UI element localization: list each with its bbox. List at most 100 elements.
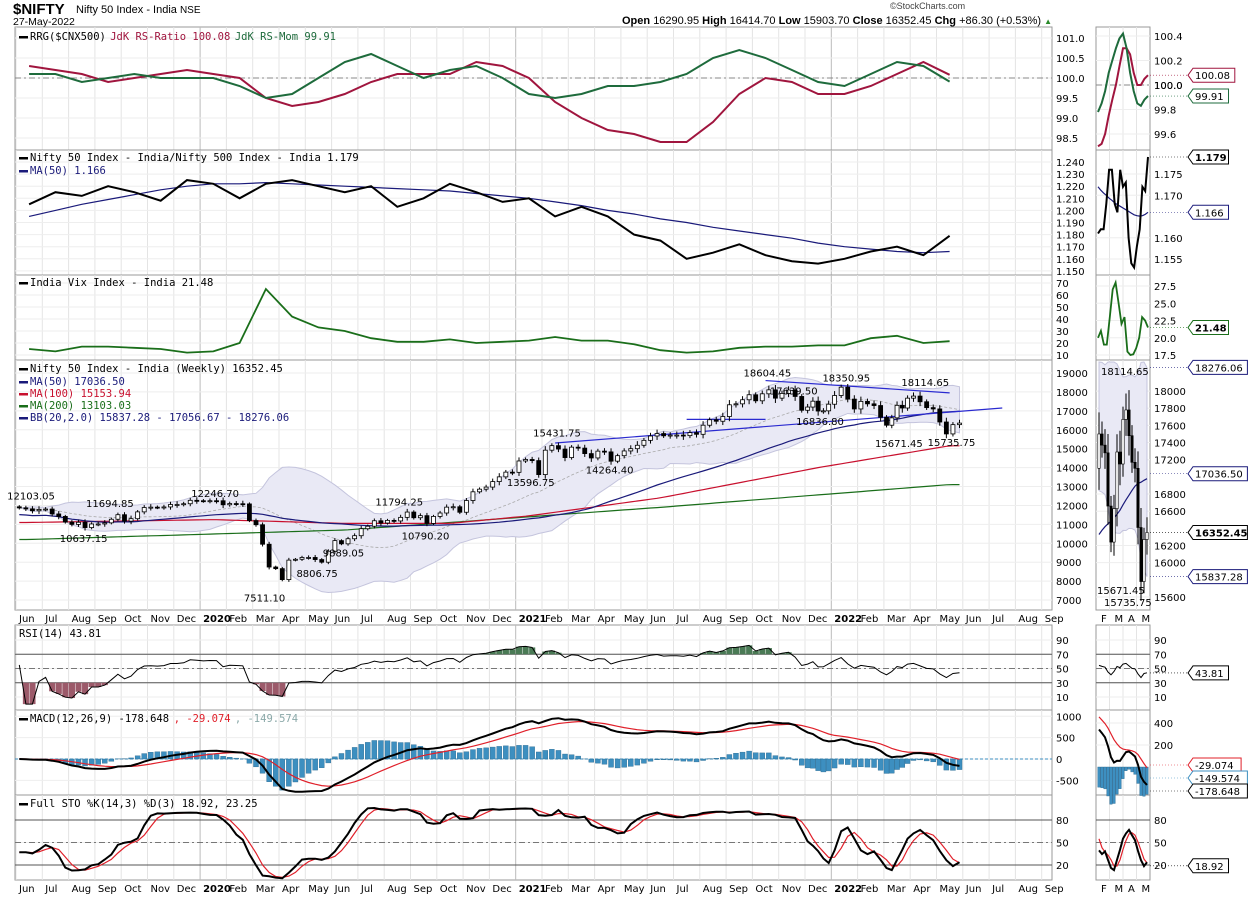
macd-histogram-bar [621, 758, 627, 768]
mini-x-axis-label: M [1142, 884, 1151, 895]
macd-histogram-bar [325, 758, 332, 764]
candle-body [556, 445, 561, 450]
ma50-line [19, 410, 960, 527]
candle-body [299, 557, 305, 560]
x-axis-label: Jun [649, 614, 666, 625]
candle [306, 555, 311, 560]
candle-body [207, 500, 213, 503]
high-value: 16414.70 [729, 15, 776, 27]
price-axis-label: 17000 [1056, 407, 1088, 418]
legend-swatch [19, 36, 28, 39]
rsi-oversold-fill [82, 682, 89, 695]
macd-histogram-bar [595, 758, 601, 764]
macd-histogram-bar [956, 758, 963, 770]
candle-body [16, 506, 22, 509]
candle [483, 484, 489, 492]
mini-ratio-line [1097, 156, 1149, 271]
candle [273, 565, 279, 571]
close-tag-box [1187, 524, 1248, 540]
candle-body [865, 400, 870, 405]
candle-body [773, 389, 778, 399]
candle [821, 408, 826, 414]
candle [779, 390, 785, 402]
candle [358, 525, 364, 539]
candle [95, 521, 101, 527]
x-axis-label: Mar [571, 884, 591, 895]
mini-macd-histogram-bar [1118, 766, 1122, 789]
candle [911, 392, 916, 402]
macd-histogram-bar [273, 758, 279, 787]
candle [345, 536, 351, 546]
candle [122, 512, 127, 524]
ratio-mini-axis-label: 1.170 [1154, 191, 1183, 202]
rsi-oversold-fill [266, 682, 273, 695]
candle [753, 392, 759, 404]
candle-body [957, 422, 962, 426]
mini-price-annotation: 18114.65 [1101, 367, 1149, 378]
macd-histogram-bar [687, 758, 693, 762]
x-axis-label: Dec [177, 614, 196, 625]
macd-histogram-bar [450, 750, 456, 760]
candle [135, 510, 141, 521]
x-axis-label: Jun [334, 884, 351, 895]
legend-swatch [19, 157, 28, 160]
candle [266, 541, 272, 570]
legend-text: India Vix Index - India 21.48 [30, 277, 213, 289]
legend-text: MA(50) 1.166 [30, 165, 106, 177]
vix-mini-axis-label: 27.5 [1154, 282, 1176, 293]
mini-macd-histogram-bar [1127, 766, 1131, 770]
x-axis-label: Sep [729, 884, 748, 895]
x-axis-label: Feb [545, 884, 563, 895]
macd-histogram-bar [128, 757, 134, 760]
candle [950, 422, 956, 437]
candle [385, 518, 390, 525]
rsi-oversold-fill [279, 682, 286, 697]
candle [352, 533, 358, 542]
macd-histogram-bar [641, 758, 647, 764]
macd-histogram-bar [815, 758, 821, 771]
legend-text: MACD(12,26,9) -178.648 [30, 713, 169, 725]
candle-body [1130, 435, 1134, 463]
candle-body [102, 522, 108, 525]
price-annotation: 10637.15 [60, 534, 108, 545]
macd-histogram-bar [608, 758, 614, 768]
price-mini-axis-label: 16200 [1154, 542, 1186, 553]
legend-swatch [19, 417, 28, 420]
chg-value: +86.30 (+0.53%) [959, 15, 1042, 27]
x-axis-label: Jun [18, 614, 35, 625]
vix-axis-label: 70 [1056, 279, 1069, 290]
macd-histogram-bar [82, 758, 88, 767]
candle-body [503, 471, 509, 478]
candle-body [463, 500, 469, 513]
rsi-overbought-fill [732, 647, 740, 655]
mini-candle [1133, 448, 1137, 483]
x-axis-label: Oct [755, 614, 772, 625]
macd-histogram-bar [207, 753, 213, 760]
candle [889, 414, 895, 429]
candle-body [759, 393, 765, 402]
macd-histogram-bar [180, 751, 187, 760]
mini-candle [1142, 527, 1146, 594]
candle-body [766, 389, 772, 395]
macd-histogram-bar [457, 752, 463, 760]
candle [680, 430, 686, 440]
candle-body [720, 416, 726, 422]
x-axis-label: Oct [124, 884, 141, 895]
legend-text: RRG($CNX500) [30, 31, 106, 43]
candle-body [838, 386, 844, 396]
candle [621, 448, 627, 459]
price-annotation: 10790.20 [402, 531, 450, 542]
candle-body [293, 558, 298, 561]
macd-histogram-bar [660, 758, 667, 760]
mini-macd-line [1098, 728, 1148, 786]
price-annotation: 12246.70 [191, 489, 239, 500]
rsi-oversold-fill [49, 682, 56, 692]
vix-axis-label: 10 [1056, 351, 1069, 362]
x-axis-label: 2020 [203, 884, 231, 895]
mini-macd-histogram-bar [1139, 766, 1143, 796]
rsi-oversold-fill [259, 682, 266, 692]
price-annotation: 11694.85 [86, 499, 134, 510]
rsi-overbought-fill [752, 650, 759, 655]
candle-body [810, 400, 816, 408]
candle [220, 497, 226, 509]
